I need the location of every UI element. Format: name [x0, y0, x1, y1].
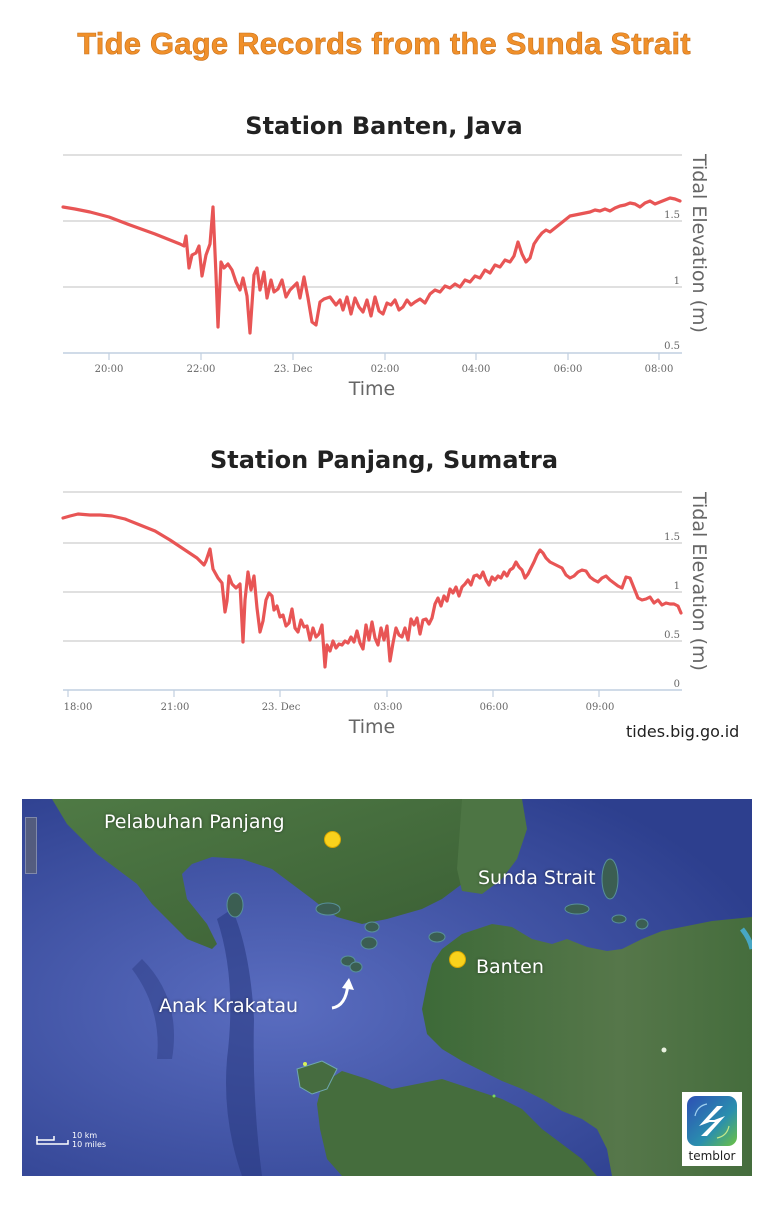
svg-text:0: 0 [674, 679, 680, 690]
svg-text:1.5: 1.5 [664, 532, 680, 543]
svg-text:04:00: 04:00 [462, 364, 491, 375]
svg-text:23. Dec: 23. Dec [262, 702, 301, 713]
svg-text:08:00: 08:00 [645, 364, 674, 375]
banten-gridlines [63, 154, 682, 354]
chart-title-banten: Station Banten, Java [245, 112, 523, 140]
svg-text:1: 1 [674, 581, 680, 592]
map-terrain [22, 799, 752, 1176]
svg-text:1.5: 1.5 [664, 210, 680, 221]
arrow-icon [331, 978, 354, 1010]
station-marker-panjang[interactable] [324, 831, 341, 848]
scale-km: 10 km [72, 1131, 98, 1140]
svg-text:18:00: 18:00 [64, 702, 93, 713]
banten-series-line [61, 196, 682, 335]
panjang-y-tick-labels: 0 0.5 1 1.5 [664, 532, 680, 690]
map-label-anak-krakatau: Anak Krakatau [159, 995, 299, 1017]
temblor-logo: temblor [682, 1092, 742, 1166]
svg-text:06:00: 06:00 [554, 364, 583, 375]
svg-text:20:00: 20:00 [95, 364, 124, 375]
svg-text:06:00: 06:00 [480, 702, 509, 713]
scale-miles: 10 miles [72, 1140, 107, 1149]
banten-x-ticks [108, 353, 660, 360]
satellite-map [22, 799, 752, 1176]
map-label-pelabuhan-panjang: Pelabuhan Panjang [104, 811, 285, 833]
banten-y-axis-title: Tidal Elevation (m) [688, 153, 710, 333]
svg-text:21:00: 21:00 [161, 702, 190, 713]
panjang-x-axis-title: Time [348, 716, 396, 738]
panjang-x-ticks [67, 690, 600, 697]
land-java [422, 917, 752, 1176]
svg-text:02:00: 02:00 [371, 364, 400, 375]
panjang-series-line [61, 512, 683, 669]
temblor-logo-text: temblor [688, 1149, 736, 1163]
map-label-sunda-strait: Sunda Strait [478, 867, 596, 889]
banten-y-tick-labels: 0.5 1 1.5 [664, 210, 680, 352]
svg-text:23. Dec: 23. Dec [274, 364, 313, 375]
land-sumatra [52, 799, 502, 949]
map-label-banten: Banten [476, 956, 544, 978]
island-panaitan [296, 1060, 338, 1095]
svg-text:0.5: 0.5 [664, 341, 680, 352]
panjang-chart: 18:00 21:00 23. Dec 03:00 06:00 09:00 0 … [61, 491, 710, 738]
panjang-gridlines [63, 491, 682, 691]
land-ujung-kulon [317, 1071, 597, 1176]
map-legend-box [25, 817, 37, 874]
chart-title-panjang: Station Panjang, Sumatra [209, 446, 559, 474]
svg-text:22:00: 22:00 [187, 364, 216, 375]
page-title: Tide Gage Records from the Sunda Strait [77, 26, 691, 62]
temblor-logo-icon [687, 1096, 737, 1146]
banten-chart: 20:00 22:00 23. Dec 02:00 04:00 06:00 08… [61, 153, 710, 400]
svg-text:0.5: 0.5 [664, 630, 680, 641]
banten-x-axis-title: Time [348, 378, 396, 400]
banten-x-tick-labels: 20:00 22:00 23. Dec 02:00 04:00 06:00 08… [95, 364, 674, 375]
svg-text:09:00: 09:00 [586, 702, 615, 713]
panjang-y-axis-title: Tidal Elevation (m) [688, 491, 710, 671]
station-marker-banten[interactable] [449, 951, 466, 968]
source-credit: tides.big.go.id [626, 722, 740, 741]
svg-text:1: 1 [674, 276, 680, 287]
panjang-x-tick-labels: 18:00 21:00 23. Dec 03:00 06:00 09:00 [64, 702, 615, 713]
svg-text:03:00: 03:00 [374, 702, 403, 713]
